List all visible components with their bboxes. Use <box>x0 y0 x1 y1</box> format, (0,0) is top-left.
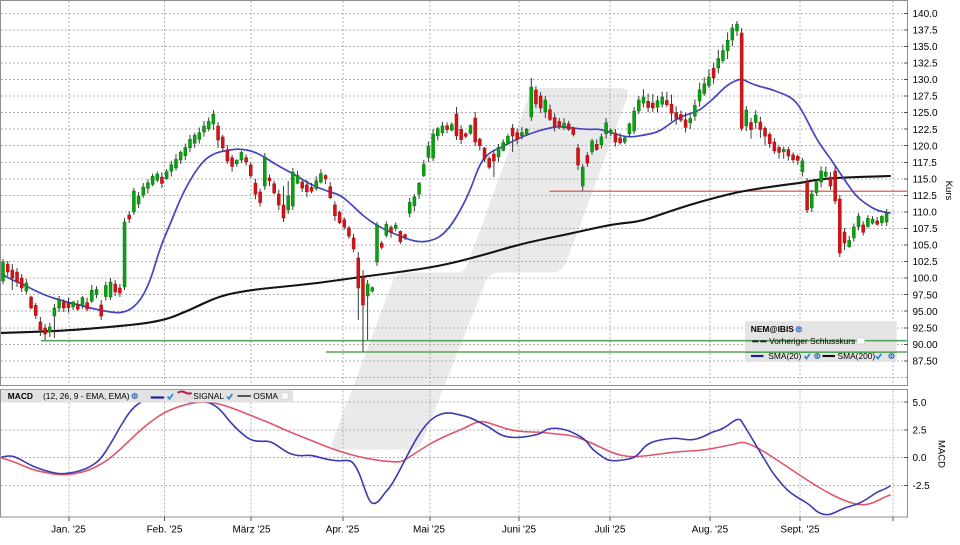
svg-text:Sept. '25: Sept. '25 <box>780 524 820 535</box>
svg-text:Kurs: Kurs <box>943 181 954 201</box>
svg-text:105.0: 105.0 <box>913 241 938 252</box>
svg-text:122.5: 122.5 <box>913 125 938 136</box>
svg-text:Apr. '25: Apr. '25 <box>326 524 360 535</box>
svg-text:140.0: 140.0 <box>913 9 938 20</box>
svg-text:Mai '25: Mai '25 <box>413 524 445 535</box>
svg-text:MACD: MACD <box>8 391 33 401</box>
svg-text:130.0: 130.0 <box>913 75 938 86</box>
svg-text:107.5: 107.5 <box>913 224 938 235</box>
svg-text:100.0: 100.0 <box>913 274 938 285</box>
svg-text:90.00: 90.00 <box>913 340 938 351</box>
svg-text:110.0: 110.0 <box>913 208 938 219</box>
svg-text:120.0: 120.0 <box>913 141 938 152</box>
svg-text:März '25: März '25 <box>232 524 270 535</box>
svg-text:132.5: 132.5 <box>913 59 938 70</box>
svg-text:SMA(20): SMA(20) <box>768 351 801 361</box>
svg-text:137.5: 137.5 <box>913 26 938 37</box>
svg-text:OSMA: OSMA <box>253 391 278 401</box>
svg-text:NEM@IBIS: NEM@IBIS <box>751 324 794 334</box>
svg-text:117.5: 117.5 <box>913 158 938 169</box>
svg-text:Jan. '25: Jan. '25 <box>51 524 86 535</box>
svg-text:-2.5: -2.5 <box>913 481 931 492</box>
svg-text:95.00: 95.00 <box>913 307 938 318</box>
svg-text:MACD: MACD <box>936 440 947 468</box>
svg-text:SMA(200): SMA(200) <box>838 351 876 361</box>
svg-text:97.50: 97.50 <box>913 290 938 301</box>
svg-text:(12, 26, 9 - EMA, EMA): (12, 26, 9 - EMA, EMA) <box>43 391 130 401</box>
svg-text:Feb. '25: Feb. '25 <box>147 524 183 535</box>
svg-text:5.0: 5.0 <box>913 398 927 409</box>
svg-text:127.5: 127.5 <box>913 92 938 103</box>
svg-text:Aug. '25: Aug. '25 <box>692 524 729 535</box>
svg-text:2.5: 2.5 <box>913 426 927 437</box>
svg-text:Juni '25: Juni '25 <box>502 524 537 535</box>
svg-text:115.0: 115.0 <box>913 174 938 185</box>
svg-text:135.0: 135.0 <box>913 42 938 53</box>
svg-text:0.0: 0.0 <box>913 453 927 464</box>
svg-text:92.50: 92.50 <box>913 323 938 334</box>
svg-text:Vorheriger Schlusskurs: Vorheriger Schlusskurs <box>769 336 855 346</box>
svg-text:102.5: 102.5 <box>913 257 938 268</box>
svg-text:125.0: 125.0 <box>913 108 938 119</box>
svg-text:112.5: 112.5 <box>913 191 938 202</box>
svg-text:Juli '25: Juli '25 <box>595 524 626 535</box>
svg-text:87.50: 87.50 <box>913 357 938 368</box>
svg-text:SIGNAL: SIGNAL <box>193 391 224 401</box>
